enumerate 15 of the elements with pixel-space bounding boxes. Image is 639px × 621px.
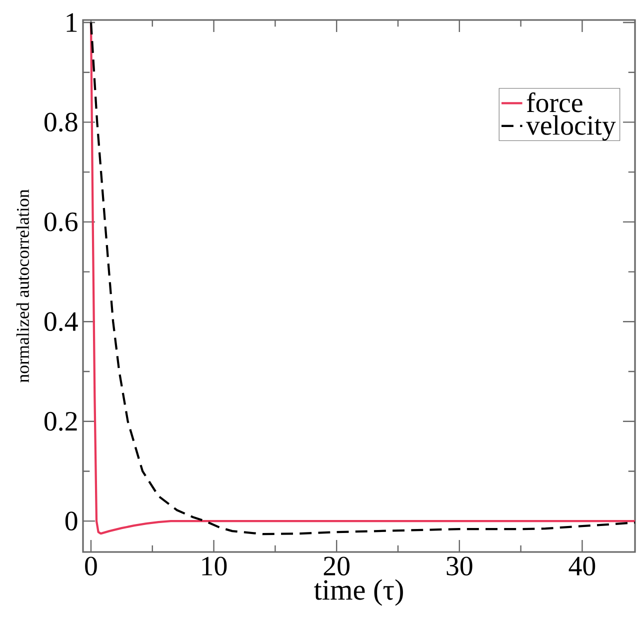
legend-label: force	[526, 92, 582, 112]
y-tick-label: 0.8	[44, 112, 78, 132]
y-tick-label: 0.4	[44, 312, 78, 332]
x-tick-label: 0	[85, 556, 97, 576]
x-axis-title: time (τ)	[314, 579, 403, 606]
x-tick-label: 30	[446, 556, 472, 576]
y-tick-label: 0	[65, 512, 78, 530]
y-axis-title: normalized autocorrelation	[16, 189, 29, 382]
x-tick-label: 10	[202, 556, 227, 576]
y-tick-label: 0.2	[44, 412, 77, 431]
x-tick-label: 40	[568, 556, 596, 576]
y-tick-label: 0.6	[44, 212, 78, 232]
x-tick-label: 20	[324, 556, 350, 576]
legend-label: velocity	[526, 115, 616, 141]
y-tick-label: 1	[66, 13, 77, 32]
